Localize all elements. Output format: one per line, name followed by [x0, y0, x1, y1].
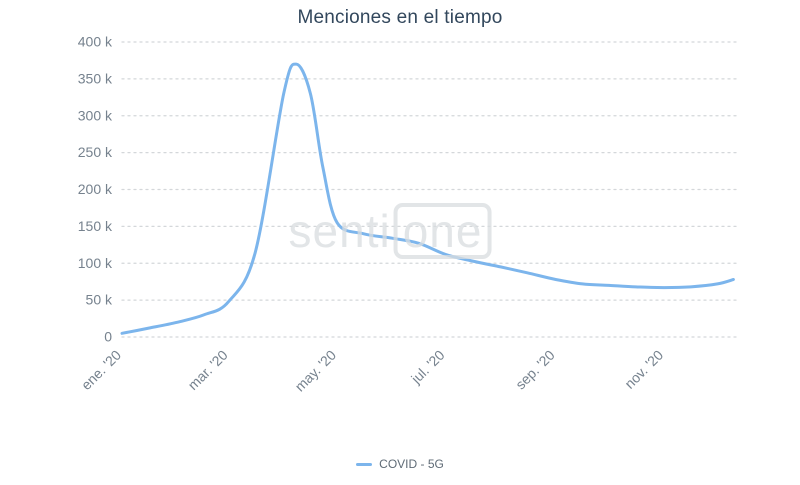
y-axis-label: 0	[104, 329, 112, 345]
y-axis-label: 400 k	[78, 34, 113, 50]
x-axis-label: sep. '20	[512, 347, 558, 393]
chart-title: Menciones en el tiempo	[297, 7, 503, 28]
gridlines	[121, 41, 738, 338]
chart-svg: 0 50 k 100 k 150 k 200 k 250 k 300 k 350 k 400 k…	[78, 34, 738, 395]
chart-area: 0 50 k 100 k 150 k 200 k 250 k 300 k 350 k 400 k…	[78, 34, 738, 395]
legend-label: COVID - 5G	[379, 457, 444, 471]
watermark-boxed-text: one	[393, 203, 492, 260]
y-axis-label: 300 k	[78, 107, 113, 123]
y-axis-label: 100 k	[78, 255, 113, 271]
y-axis-label: 250 k	[78, 144, 113, 160]
x-axis-label: may. '20	[292, 347, 340, 395]
legend-line-swatch	[356, 462, 373, 466]
y-axis-label: 50 k	[86, 292, 113, 308]
x-axis-label: mar. '20	[185, 347, 231, 393]
x-axis-label: nov. '20	[621, 347, 666, 392]
x-axis-labels: ene. '20 mar. '20 may. '20 jul. '20 sep. '20…	[78, 347, 667, 395]
legend-item-covid-5g[interactable]: COVID - 5G	[356, 457, 444, 471]
watermark: senti one	[288, 203, 492, 260]
x-axis-label: ene. '20	[78, 347, 124, 393]
y-axis-label: 350 k	[78, 70, 113, 86]
y-axis-labels: 0 50 k 100 k 150 k 200 k 250 k 300 k 350 k 400 k	[78, 34, 113, 345]
legend: COVID - 5G	[0, 457, 800, 471]
y-axis-label: 200 k	[78, 181, 113, 197]
series-line-covid-5g[interactable]	[120, 62, 735, 335]
watermark-text: senti	[288, 205, 391, 258]
y-axis-label: 150 k	[78, 218, 113, 234]
x-axis-label: jul. '20	[407, 347, 447, 387]
